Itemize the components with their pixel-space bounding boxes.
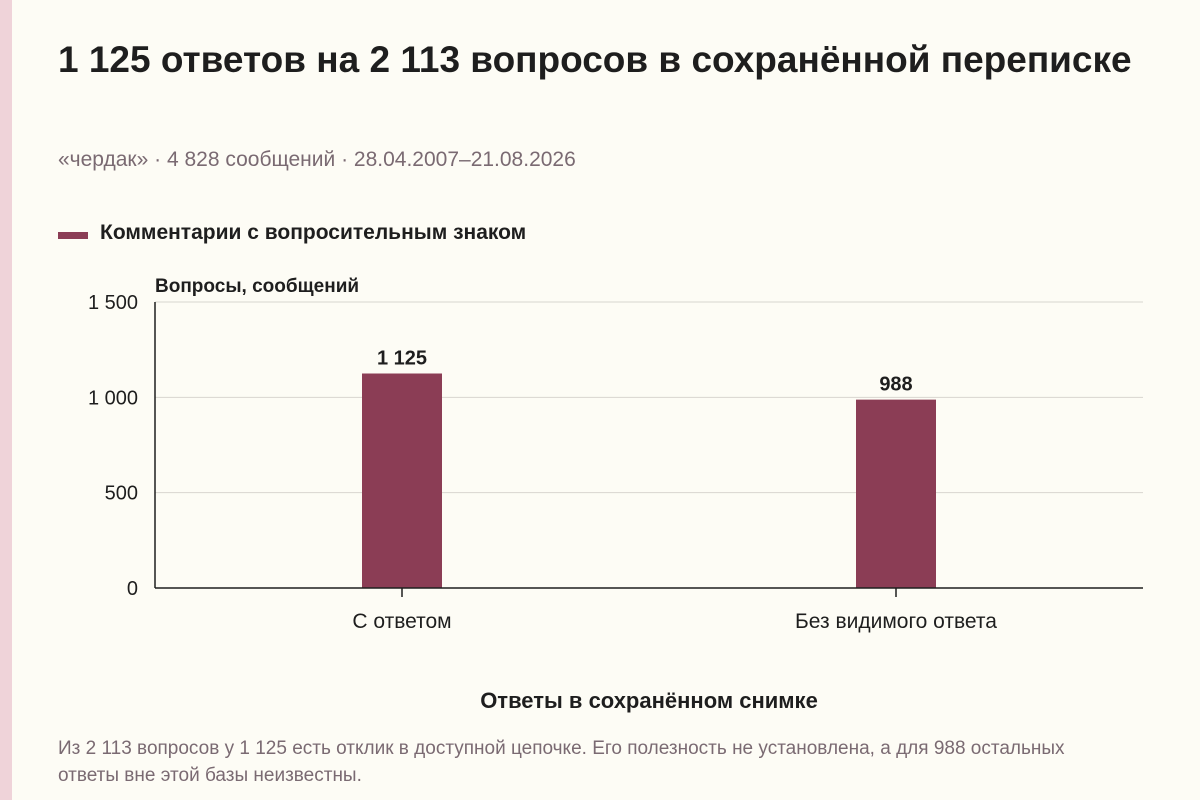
- legend: Комментарии с вопросительным знаком: [58, 218, 526, 248]
- bar-chart: 0 500 1 000 1 500 Вопросы, сообщений 1 125 С о…: [88, 276, 1143, 713]
- legend-label: Комментарии с вопросительным знаком: [100, 221, 527, 244]
- y-tick-label: 1 500: [88, 292, 138, 314]
- page-title: 1 125 ответов на 2 113 вопросов в сохран…: [58, 39, 1132, 80]
- bar-layer: [362, 373, 936, 588]
- legend-swatch: [58, 232, 88, 239]
- x-axis-label: Ответы в сохранённом снимке: [480, 688, 818, 713]
- y-tick-label: 0: [127, 578, 138, 600]
- axis-layer: [154, 302, 1143, 597]
- bar: [362, 373, 442, 588]
- accent-strip: [0, 0, 12, 800]
- y-tick-label: 500: [105, 483, 138, 505]
- page-subtitle: «чердак» · 4 828 сообщений · 28.04.2007–…: [58, 148, 576, 171]
- x-category-label: Без видимого ответа: [795, 610, 997, 633]
- label-layer: 0 500 1 000 1 500 Вопросы, сообщений 1 125 С о…: [88, 276, 997, 713]
- bar-value-label: 988: [879, 374, 912, 396]
- y-axis-label: Вопросы, сообщений: [155, 276, 359, 297]
- footnote: Из 2 113 вопросов у 1 125 есть отклик в …: [58, 738, 1065, 786]
- bar-value-label: 1 125: [377, 348, 427, 370]
- bar: [856, 399, 936, 588]
- x-category-label: С ответом: [352, 610, 451, 633]
- y-tick-label: 1 000: [88, 387, 138, 409]
- grid-layer: [155, 301, 1143, 494]
